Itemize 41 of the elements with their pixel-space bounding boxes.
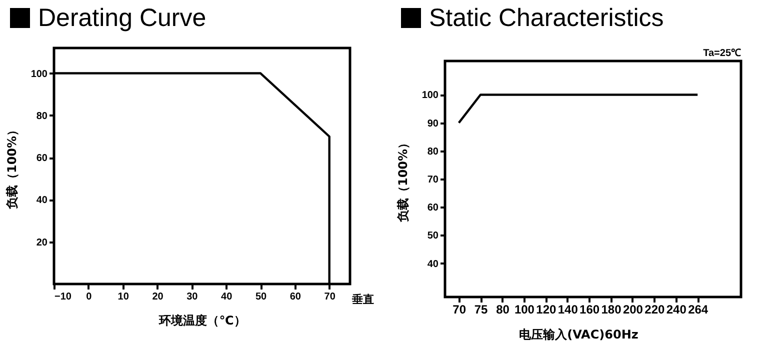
y-axis-title: 负载（100%） (396, 136, 410, 224)
x-tick-label: 200 (622, 302, 644, 316)
x-tick-label: 30 (186, 292, 198, 302)
y-tick-label: 60 (427, 202, 439, 214)
y-tick-label: 70 (427, 174, 439, 186)
x-axis-title: 环境温度（℃） (158, 314, 246, 328)
y-tick-label: 80 (427, 146, 439, 158)
x-tick-label: 240 (666, 302, 687, 316)
x-tick-label: 180 (601, 302, 622, 316)
x-tick-label: 100 (514, 302, 535, 316)
x-tick-label: 60 (290, 292, 302, 302)
x-tick-label: 20 (152, 292, 164, 302)
y-tick-label: 20 (36, 237, 48, 248)
y-tick-label: 60 (36, 153, 48, 164)
x-tick-label: 10 (118, 292, 130, 302)
y-tick-label: 40 (36, 195, 48, 206)
x-axis-title: 电压输入(VAC)60Hz (519, 328, 638, 342)
x-tick-label: 0 (86, 292, 92, 302)
x-tick-label: 220 (644, 302, 666, 316)
x-tick-label: 40 (221, 292, 233, 302)
y-axis-title: 负载（100%） (4, 124, 19, 210)
x-tick-label: 80 (496, 302, 510, 316)
text: Ta=25℃ (703, 48, 741, 59)
x-tick-label: 70 (452, 302, 466, 316)
chart-title: Derating Curve (38, 4, 206, 32)
x-tick-label: −10 (54, 292, 72, 302)
y-tick-label: 40 (427, 258, 439, 270)
y-tick-label: 50 (427, 230, 439, 242)
x-tick-label: 70 (324, 292, 336, 302)
x-tick-label: 50 (255, 292, 268, 302)
y-tick-label: 90 (427, 118, 439, 130)
y-tick-label: 80 (36, 110, 48, 122)
x-tick-label: 120 (536, 302, 556, 316)
y-tick-label: 100 (30, 68, 48, 80)
x-tick-label: 160 (580, 302, 600, 316)
x-tick-label: 75 (474, 302, 488, 316)
chart-title: Static Characteristics (429, 4, 664, 32)
x-tick-label: 264 (688, 302, 708, 316)
text: 垂直 (351, 293, 374, 306)
x-tick-label: 140 (558, 302, 578, 316)
y-tick-label: 100 (422, 90, 439, 102)
